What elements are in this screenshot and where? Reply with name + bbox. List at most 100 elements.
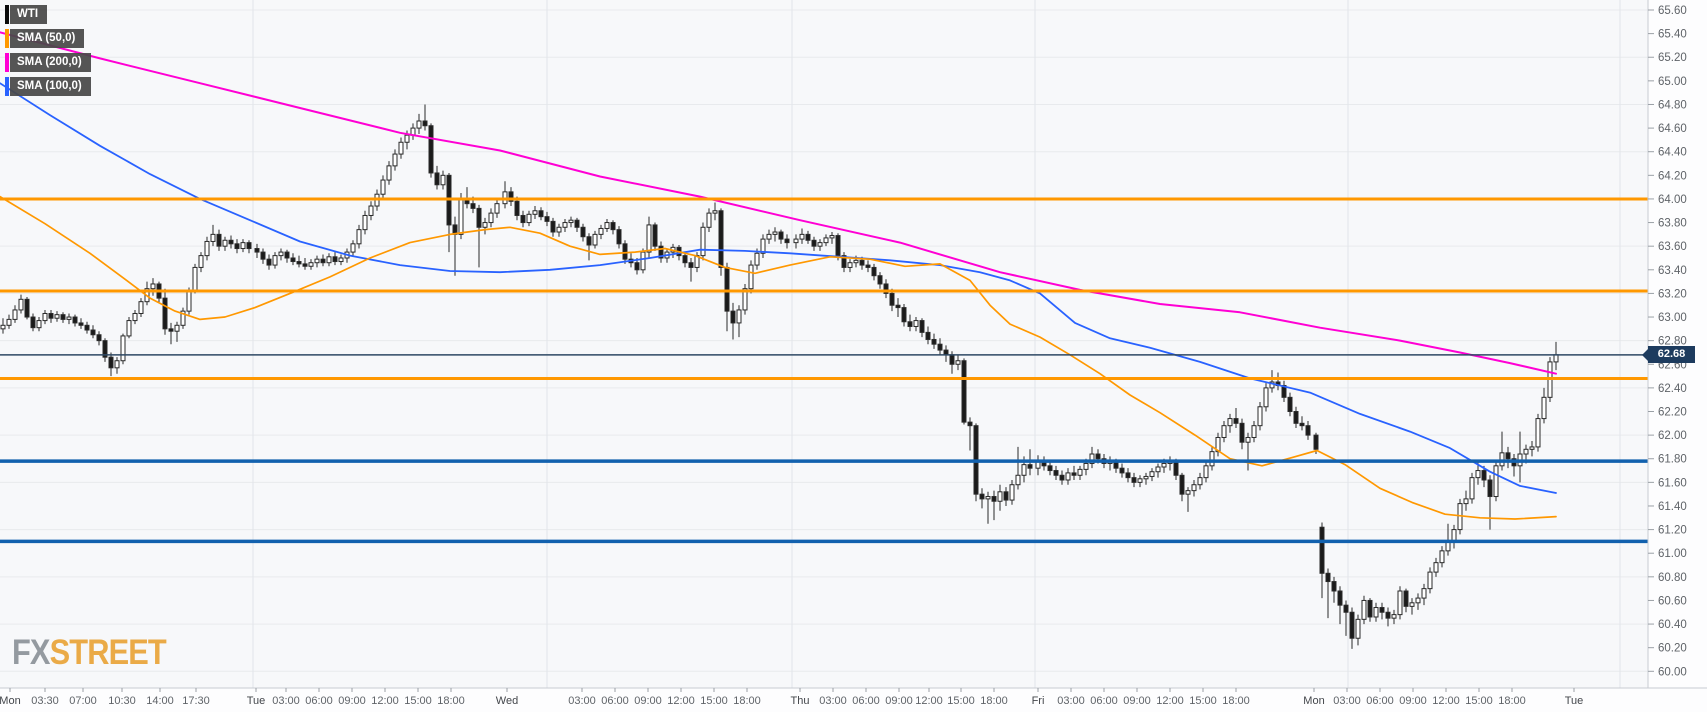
candle-up (1251, 425, 1257, 438)
candle-up (314, 258, 320, 264)
candle-down (290, 257, 296, 263)
candle-up (1215, 436, 1221, 453)
candle-up (114, 360, 120, 369)
candle-up (1161, 462, 1167, 468)
candle-up (210, 233, 216, 242)
candle-up (568, 219, 574, 224)
candle-down (60, 314, 66, 320)
time-tick-label: 06:00 (601, 695, 629, 707)
time-tick-label: 03:00 (819, 695, 847, 707)
legend-item-sma50[interactable]: SMA (50,0) (5, 29, 91, 48)
legend-item-wti[interactable]: WTI (5, 5, 91, 24)
candle-up (338, 257, 344, 263)
candle-down (865, 264, 871, 268)
price-tick-label: 61.20 (1658, 525, 1687, 537)
price-tick-label: 63.00 (1658, 312, 1687, 324)
candle-up (526, 213, 532, 224)
sma50-color-chip (5, 29, 9, 48)
candle-down (949, 354, 955, 365)
candle-down (266, 258, 272, 266)
candle-down (422, 120, 428, 127)
time-tick-label: 06:00 (305, 695, 333, 707)
candle-down (805, 233, 811, 241)
time-tick-label: 15:00 (1465, 695, 1493, 707)
candle-up (1475, 470, 1481, 479)
candle-up (18, 298, 24, 311)
candle-up (222, 239, 228, 247)
fxstreet-logo-fx: FX (12, 633, 50, 672)
candle-up (204, 240, 210, 257)
candle-down (586, 236, 592, 246)
candle-down (937, 343, 943, 351)
price-axis[interactable]: 65.60 65.40 65.20 65.00 64.80 64.60 64.40 64.20… (1648, 5, 1687, 678)
candle-down (108, 356, 114, 369)
candle-up (138, 301, 144, 314)
candle-up (823, 237, 829, 244)
candle-down (778, 231, 784, 240)
time-tick-label: 14:00 (146, 695, 174, 707)
candle-up (1137, 478, 1143, 483)
candle-up (997, 491, 1003, 502)
candle-down (284, 251, 290, 259)
candle-down (48, 312, 54, 319)
time-day-label: Thu (791, 695, 810, 707)
candle-down (302, 263, 308, 267)
candle-down (1319, 526, 1325, 574)
candle-up (1221, 425, 1227, 438)
candle-up (66, 316, 72, 320)
candle-up (1463, 498, 1469, 505)
time-tick-label: 12:00 (1432, 695, 1460, 707)
candle-up (604, 222, 610, 229)
candle-up (799, 233, 805, 240)
candle-down (1239, 422, 1245, 443)
candle-up (368, 205, 374, 216)
time-axis[interactable]: Mon 03:30 07:00 10:30 14:00 17:30 Tue 03:00 06:0… (0, 688, 1583, 707)
time-tick-label: 15:00 (1189, 695, 1217, 707)
price-tick-label: 60.20 (1658, 643, 1687, 655)
candle-down (616, 229, 622, 245)
candle-up (1361, 599, 1367, 620)
candle-down (1095, 453, 1101, 460)
candle-up (1427, 571, 1433, 590)
price-tick-label: 61.60 (1658, 477, 1687, 489)
candle-up (1397, 590, 1403, 616)
fxstreet-logo: FXSTREET (12, 633, 167, 673)
candle-up (793, 238, 799, 244)
time-tick-label: 06:00 (852, 695, 880, 707)
time-tick-label: 09:00 (1399, 695, 1427, 707)
price-tick-label: 62.40 (1658, 383, 1687, 395)
time-tick-label: 15:00 (404, 695, 432, 707)
candle-down (967, 421, 973, 427)
candle-up (1155, 466, 1161, 473)
candle-up (847, 262, 853, 268)
candle-up (562, 222, 568, 228)
time-tick-label: 15:00 (700, 695, 728, 707)
candle-down (1287, 396, 1293, 413)
price-tick-label: 62.20 (1658, 407, 1687, 419)
plot-area[interactable] (0, 0, 1648, 688)
candle-up (240, 242, 246, 250)
candle-up (398, 141, 404, 155)
candle-down (1233, 418, 1239, 424)
candle-up (132, 312, 138, 322)
legend-item-sma200[interactable]: SMA (200,0) (5, 53, 91, 72)
price-tick-label: 64.40 (1658, 147, 1687, 159)
candle-down (658, 245, 664, 259)
candle-up (1203, 465, 1209, 479)
candle-up (392, 153, 398, 167)
time-day-label: Fri (1032, 695, 1045, 707)
price-tick-label: 64.20 (1658, 170, 1687, 182)
candle-down (296, 261, 302, 265)
candle-down (216, 233, 222, 247)
candle-down (260, 251, 266, 260)
candle-up (1523, 448, 1529, 455)
candle-up (736, 309, 742, 324)
candle-down (574, 219, 580, 228)
time-tick-label: 18:00 (733, 695, 761, 707)
legend-item-sma100[interactable]: SMA (100,0) (5, 77, 91, 96)
time-tick-label: 03:00 (1057, 695, 1085, 707)
candle-up (1143, 475, 1149, 480)
candle-down (168, 328, 174, 332)
candle-up (36, 320, 42, 329)
